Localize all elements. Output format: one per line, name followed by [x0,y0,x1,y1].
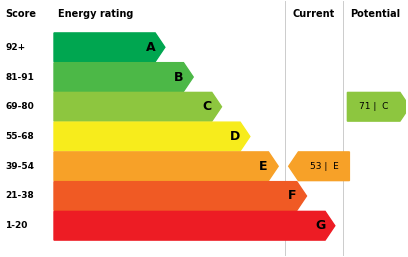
Text: 53 |  E: 53 | E [310,162,338,171]
Polygon shape [54,63,193,91]
Text: G: G [315,219,326,232]
Text: 39-54: 39-54 [5,162,34,171]
Text: Current: Current [293,9,335,19]
Text: 81-91: 81-91 [5,72,34,81]
Polygon shape [347,93,408,121]
Text: 69-80: 69-80 [5,102,34,111]
Text: 92+: 92+ [5,43,26,52]
Text: 71 |  C: 71 | C [359,102,388,111]
Polygon shape [54,152,278,181]
Polygon shape [54,93,222,121]
Polygon shape [54,182,306,210]
Polygon shape [54,122,250,151]
Text: Energy rating: Energy rating [58,9,133,19]
Text: E: E [259,160,268,173]
Text: A: A [146,41,155,54]
Text: D: D [230,130,240,143]
Text: F: F [288,189,296,203]
Polygon shape [54,33,165,62]
Text: Potential: Potential [350,9,400,19]
Polygon shape [289,152,349,181]
Text: 55-68: 55-68 [5,132,34,141]
Text: B: B [174,70,183,84]
Text: C: C [202,100,211,113]
Polygon shape [54,211,335,240]
Text: Score: Score [5,9,36,19]
Text: 1-20: 1-20 [5,221,28,230]
Text: 21-38: 21-38 [5,191,34,200]
